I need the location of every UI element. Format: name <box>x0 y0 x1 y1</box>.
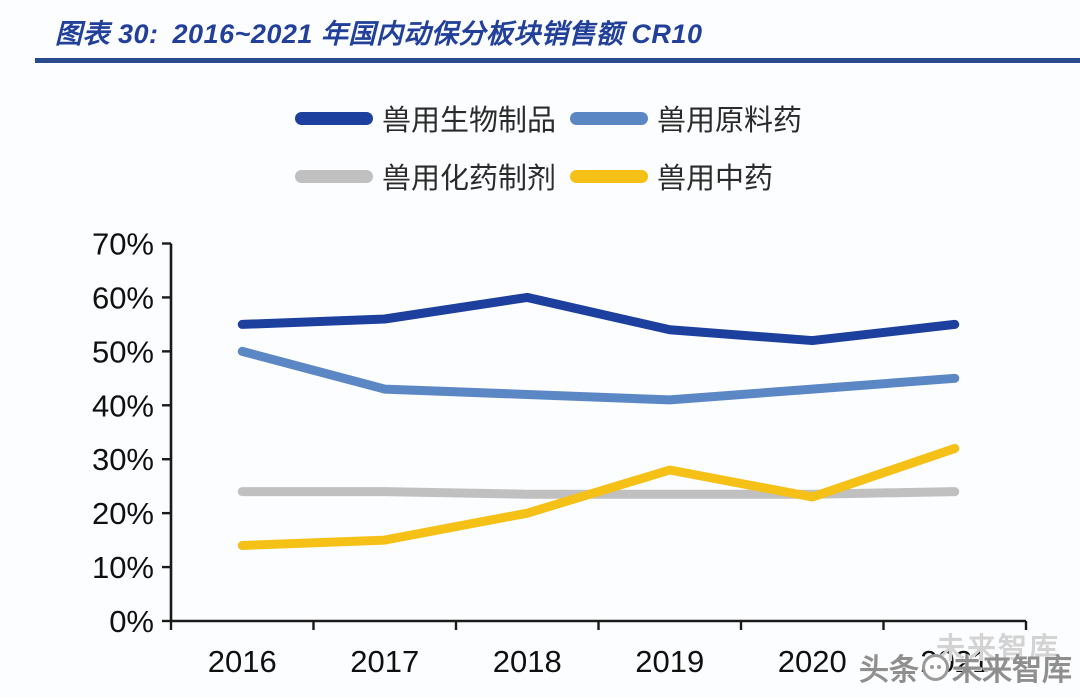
y-axis-label: 20% <box>92 496 154 531</box>
y-axis-label: 10% <box>92 550 154 585</box>
watermark-prefix: 头条 <box>859 654 919 687</box>
figure-title-text: 2016~2021 年国内动保分板块销售额 CR10 <box>172 19 703 49</box>
title-divider <box>35 58 1080 63</box>
watermark-avatar-icon <box>922 653 949 681</box>
page-title: 图表 30: 2016~2021 年国内动保分板块销售额 CR10 <box>55 12 702 51</box>
y-axis-label: 60% <box>92 280 154 315</box>
x-axis-label: 2019 <box>635 644 704 679</box>
legend-item-chemical: 兽用化药制剂 <box>295 160 570 195</box>
legend-swatch-tcm <box>570 169 648 183</box>
legend-item-biologics: 兽用生物制品 <box>295 102 570 137</box>
chart-legend: 兽用生物制品 兽用原料药 兽用化药制剂 兽用中药 <box>295 102 802 195</box>
x-axis-label: 2020 <box>778 644 847 679</box>
axis-lines <box>169 243 1026 623</box>
legend-label: 兽用化药制剂 <box>382 163 557 195</box>
legend-label: 兽用中药 <box>657 163 774 195</box>
x-axis-label: 2018 <box>493 644 562 679</box>
legend-item-api: 兽用原料药 <box>570 102 802 137</box>
line-vet-api <box>237 346 960 405</box>
y-axis-label: 50% <box>92 334 154 369</box>
y-axis-label: 70% <box>92 227 154 262</box>
figure-label: 图表 30: <box>55 19 159 49</box>
x-axis-label: 2016 <box>208 644 277 679</box>
y-axis-label: 0% <box>109 604 154 639</box>
watermark: 未来智库 头条 未来智库 <box>838 627 1074 693</box>
y-axis-label: 40% <box>92 388 154 423</box>
legend-swatch-api <box>570 111 648 125</box>
line-vet-tcm <box>237 443 960 550</box>
legend-swatch-biologics <box>295 111 373 125</box>
legend-label: 兽用生物制品 <box>382 105 557 137</box>
line-vet-biologics <box>237 292 960 346</box>
watermark-ghost-text: 未来智库 <box>935 633 1060 665</box>
watermark-suffix: 未来智库 <box>952 654 1072 687</box>
legend-swatch-chemical <box>295 169 373 183</box>
legend-label: 兽用原料药 <box>657 105 803 137</box>
legend-item-tcm: 兽用中药 <box>570 160 802 195</box>
watermark-main: 头条 未来智库 <box>859 645 1072 689</box>
x-axis-label: 2017 <box>350 644 419 679</box>
y-axis-label: 30% <box>92 442 154 477</box>
